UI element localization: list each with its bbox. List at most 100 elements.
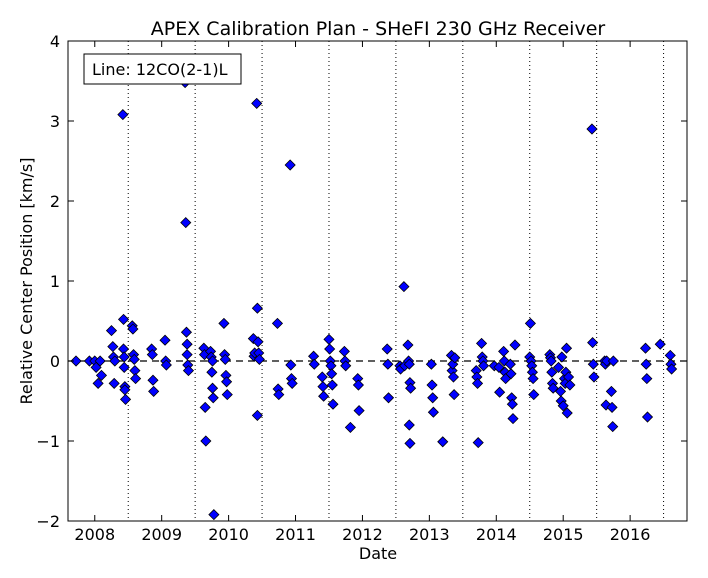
- data-point: [545, 355, 557, 367]
- data-point: [353, 405, 365, 417]
- data-point: [180, 326, 193, 338]
- data-point: [105, 325, 118, 337]
- data-point: [564, 379, 576, 391]
- data-point: [560, 342, 573, 354]
- data-point: [119, 393, 132, 405]
- y-tick-label: 1: [50, 272, 60, 291]
- data-point: [221, 376, 233, 388]
- x-axis-ticks: 2008 2009 2010 2011 2012 2013 2014 2015 2016: [74, 41, 650, 544]
- data-point: [640, 358, 652, 370]
- data-point: [247, 333, 259, 345]
- data-point: [607, 355, 619, 367]
- data-point: [425, 358, 437, 370]
- data-point: [130, 373, 142, 385]
- data-point: [437, 436, 449, 448]
- data-point: [253, 353, 265, 365]
- data-point: [70, 355, 82, 367]
- data-point: [557, 400, 569, 412]
- data-point: [344, 421, 356, 433]
- data-point: [286, 377, 298, 389]
- x-tick-label: 2014: [476, 525, 517, 544]
- data-point: [308, 358, 320, 370]
- data-point: [160, 359, 172, 371]
- data-point: [128, 353, 140, 365]
- vertical-dotted-lines: [127, 41, 665, 521]
- x-tick-label: 2016: [610, 525, 651, 544]
- data-point: [127, 323, 139, 335]
- data-point: [200, 435, 212, 447]
- data-point: [273, 389, 285, 401]
- data-point: [528, 389, 540, 401]
- data-point: [340, 360, 352, 372]
- data-point: [352, 379, 364, 391]
- y-tick-label: −1: [36, 432, 60, 451]
- data-point: [507, 413, 519, 425]
- data-point: [605, 385, 617, 397]
- data-point: [95, 369, 108, 381]
- data-point: [381, 343, 393, 355]
- data-point: [324, 343, 336, 355]
- legend-frame: [83, 53, 242, 85]
- data-point: [284, 159, 296, 171]
- y-axis-title: Relative Center Position [km/s]: [17, 158, 36, 405]
- y-tick-label: 2: [50, 192, 60, 211]
- data-point: [252, 336, 264, 348]
- data-point: [107, 341, 119, 353]
- data-point: [109, 355, 121, 367]
- data-point: [318, 390, 330, 402]
- data-point: [587, 358, 599, 370]
- x-tick-label: 2012: [342, 525, 383, 544]
- data-point: [403, 358, 415, 370]
- data-point: [472, 437, 484, 449]
- data-point: [251, 409, 263, 421]
- data-point: [527, 373, 539, 385]
- data-point: [147, 374, 159, 386]
- data-point: [94, 355, 106, 367]
- data-point: [118, 361, 130, 373]
- data-point: [509, 339, 521, 351]
- data-point: [641, 373, 653, 385]
- data-point: [403, 419, 415, 431]
- x-tick-label: 2010: [208, 525, 249, 544]
- data-point: [221, 389, 233, 401]
- data-point: [218, 317, 230, 329]
- y-tick-label: 0: [50, 352, 60, 371]
- data-point: [219, 353, 231, 365]
- y-axis-ticks: −2 −1 0 1 2 3 4: [36, 32, 687, 531]
- x-tick-label: 2013: [409, 525, 450, 544]
- data-point: [448, 389, 460, 401]
- x-tick-label: 2008: [74, 525, 115, 544]
- data-point: [475, 337, 488, 349]
- data-point: [552, 361, 565, 373]
- legend-label: Line: 12CO(2-1)L: [92, 60, 228, 79]
- data-point: [588, 371, 600, 383]
- data-point: [641, 411, 654, 423]
- data-point: [426, 379, 438, 391]
- data-point: [159, 334, 171, 346]
- data-point: [382, 392, 395, 404]
- data-point: [666, 363, 678, 375]
- data-point: [471, 377, 484, 389]
- data-point: [148, 385, 160, 397]
- x-tick-label: 2011: [275, 525, 316, 544]
- data-point: [285, 359, 297, 371]
- data-point: [607, 421, 619, 433]
- data-point: [206, 355, 219, 367]
- y-tick-label: 4: [50, 32, 60, 51]
- data-point: [449, 352, 461, 364]
- data-point: [494, 386, 506, 398]
- data-point: [405, 382, 417, 394]
- data-point: [561, 407, 573, 419]
- legend-box: Line: 12CO(2-1)L: [83, 53, 242, 85]
- data-point: [404, 437, 416, 449]
- data-point: [271, 317, 284, 329]
- x-tick-label: 2009: [141, 525, 182, 544]
- data-point: [506, 398, 518, 410]
- data-point: [606, 401, 618, 413]
- data-point: [206, 366, 218, 378]
- chart-title: APEX Calibration Plan - SHeFI 230 GHz Re…: [151, 18, 606, 40]
- data-point: [199, 401, 211, 413]
- data-point: [327, 398, 339, 410]
- data-point: [427, 392, 439, 404]
- data-point: [251, 97, 263, 109]
